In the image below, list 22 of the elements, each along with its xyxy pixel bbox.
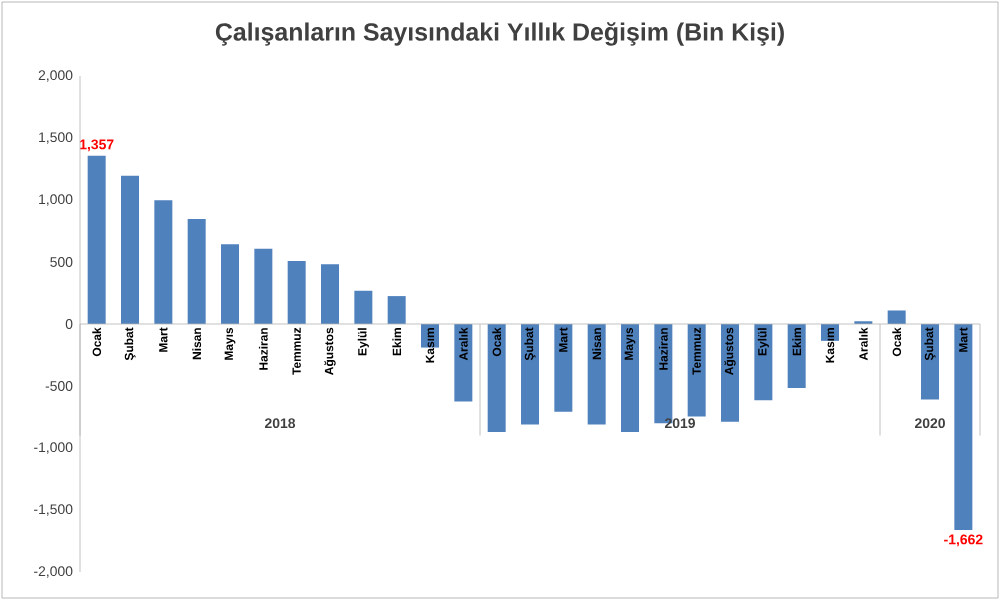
bar — [221, 244, 240, 324]
bar — [521, 323, 540, 425]
bar — [621, 323, 640, 432]
bar — [87, 155, 106, 324]
bar — [921, 323, 940, 400]
bar — [787, 323, 806, 388]
bar — [587, 323, 606, 425]
bar — [387, 296, 406, 324]
bar — [321, 264, 340, 324]
bar — [154, 200, 173, 324]
bar — [287, 260, 306, 324]
bar — [254, 248, 273, 324]
bar — [754, 323, 773, 401]
bar — [887, 310, 906, 324]
chart-title: Çalışanların Sayısındaki Yıllık Değişim (Bin Kişi) — [215, 22, 784, 46]
bar — [121, 175, 140, 324]
bar — [554, 323, 573, 412]
bar — [487, 323, 506, 432]
bar — [354, 290, 373, 324]
bar — [721, 323, 740, 422]
bar — [187, 218, 206, 324]
bar — [954, 323, 973, 531]
